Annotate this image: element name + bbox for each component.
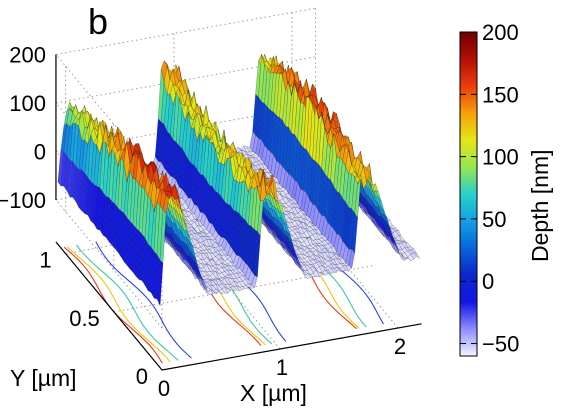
x-axis-line [161, 323, 422, 371]
colorbar-label: Depth [nm] [527, 150, 553, 263]
x-axis-tick-label: 0 [158, 376, 170, 401]
floor-contour-line [66, 246, 171, 363]
panel-label: b [88, 1, 108, 42]
x-axis-ticks: 0 1 2 [158, 334, 406, 401]
y-axis-tick-label: 1 [39, 248, 51, 273]
colorbar-tick-label: −50 [482, 332, 519, 357]
z-axis-ticks: 200 100 0 −100 [0, 42, 46, 213]
colorbar-tick-label: 50 [482, 207, 506, 232]
grid-line [55, 7, 316, 183]
x-axis-label: X [µm] [240, 380, 307, 406]
floor-contour-line [95, 241, 192, 359]
z-axis-tick-label: 200 [9, 42, 46, 67]
colorbar-tick-label: 100 [482, 145, 519, 170]
y-axis-tick-label: 0 [136, 364, 148, 389]
y-axis-label: Y [µm] [10, 365, 77, 391]
colorbar-tick-label: 0 [482, 269, 494, 294]
grid-line [173, 220, 281, 350]
depth-surface [57, 53, 420, 306]
z-axis-tick-label: −100 [0, 188, 46, 213]
y-axis-line [55, 241, 163, 371]
floor-contour-line [76, 244, 179, 361]
z-axis-tick-label: 0 [34, 139, 46, 164]
x-axis-tick-label: 2 [394, 334, 406, 359]
z-axis-tick-label: 100 [9, 91, 46, 116]
colorbar-ticks: 200 150 100 50 0 −50 [460, 20, 519, 357]
surface-facet [413, 252, 420, 259]
colorbar-tick-label: 200 [482, 20, 519, 45]
y-axis-ticks: 00.51 [39, 248, 148, 389]
y-axis-tick-label: 0.5 [69, 306, 100, 331]
colorbar-tick-label: 150 [482, 82, 519, 107]
chart-axis-lines [55, 54, 422, 371]
colorbar [459, 31, 478, 357]
x-axis-tick-label: 1 [276, 355, 288, 380]
grid-line [291, 199, 399, 329]
